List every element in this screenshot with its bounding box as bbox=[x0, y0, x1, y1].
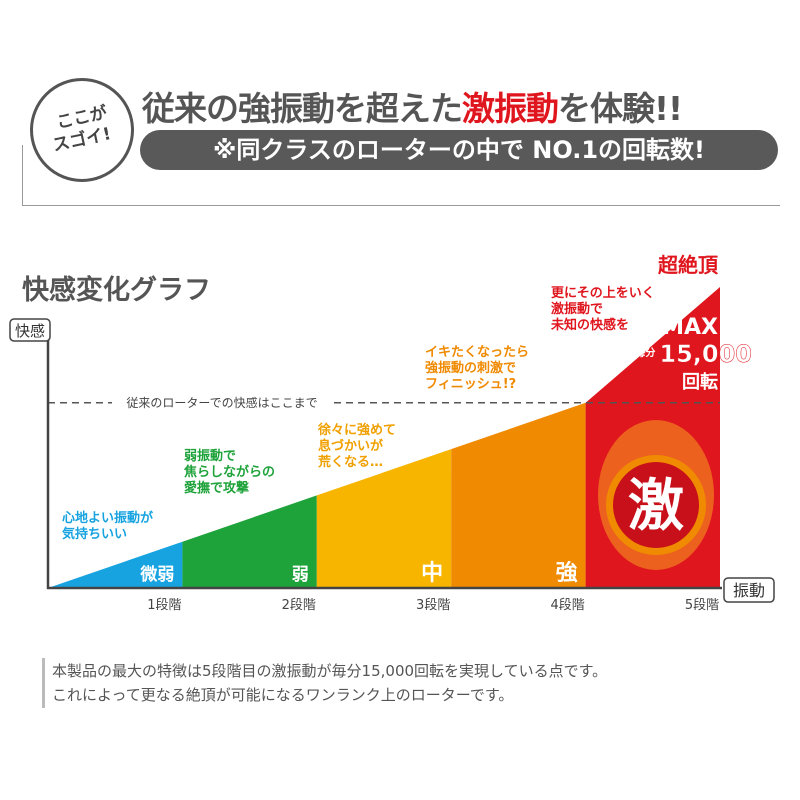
annotation-5: 未知の快感を bbox=[550, 317, 629, 333]
headline-part-1: 従来の強振動を超えた bbox=[142, 89, 463, 128]
stage-label-3: 中 bbox=[421, 561, 443, 586]
x-tick-label: 3段階 bbox=[416, 598, 450, 613]
x-axis-label-box bbox=[723, 577, 775, 603]
note-line-1: 本製品の最大の特徴は5段階目の激振動が毎分15,000回転を実現している点です。 bbox=[52, 662, 608, 680]
headline-part-2: を体験!! bbox=[558, 89, 683, 128]
note-line-2: これによって更なる絶頂が可能になるワンランク上のローターです。 bbox=[52, 686, 514, 704]
stage-label-1: 微弱 bbox=[139, 564, 174, 585]
annotation-3: 徐々に強めて bbox=[317, 422, 396, 438]
annotation-1: 心地よい振動が bbox=[62, 510, 153, 526]
frame-bottom-line bbox=[22, 205, 780, 206]
annotation-5: 激振動で bbox=[551, 301, 603, 317]
max-label: MAX bbox=[662, 315, 718, 340]
stage-area-4 bbox=[451, 402, 586, 588]
stage-area-1 bbox=[48, 541, 183, 588]
highlight-badge: ここが スゴイ! bbox=[30, 78, 134, 182]
annotation-2: 弱振動で bbox=[184, 448, 236, 464]
flame-core bbox=[613, 462, 699, 548]
headline: 従来の強振動を超えた激振動を体験!! bbox=[142, 82, 683, 130]
annotation-4: 強振動の刺激で bbox=[425, 360, 516, 376]
peak-label: 超絶頂 bbox=[657, 253, 719, 277]
stage-area-3 bbox=[316, 449, 452, 588]
x-tick-label: 1段階 bbox=[147, 598, 181, 613]
y-axis-label-box bbox=[9, 318, 51, 342]
stage-label-2: 弱 bbox=[292, 565, 309, 585]
max-per-label: 毎分 bbox=[635, 346, 655, 359]
x-axis-label: 振動 bbox=[733, 581, 765, 600]
stage-area-2 bbox=[182, 495, 317, 588]
y-axis-label: 快感 bbox=[15, 322, 45, 340]
annotation-3: 息づかいが bbox=[318, 438, 383, 454]
frame-left-line bbox=[22, 145, 23, 205]
subheadline-pill: ※同クラスのローターの中で NO.1の回転数! bbox=[140, 130, 778, 170]
x-tick-label: 5段階 bbox=[685, 598, 719, 613]
reference-line-label: 従来のローターでの快感はここまで bbox=[126, 395, 317, 410]
x-tick-label: 2段階 bbox=[282, 598, 316, 613]
annotation-5: 更にその上をいく bbox=[551, 286, 655, 301]
max-value: 15,000 bbox=[659, 340, 752, 368]
stage-label-5: 激 bbox=[628, 474, 684, 539]
headline-highlight: 激振動 bbox=[462, 89, 559, 128]
note-bar bbox=[42, 658, 45, 708]
chart-title: 快感変化グラフ bbox=[22, 275, 211, 306]
stage-label-4: 強 bbox=[556, 560, 578, 586]
annotation-4: フィニッシュ!? bbox=[425, 377, 516, 392]
x-tick-label: 4段階 bbox=[550, 598, 584, 613]
max-unit: 回転 bbox=[682, 371, 718, 393]
annotation-3: 荒くなる… bbox=[317, 454, 383, 470]
annotation-4: イキたくなったら bbox=[425, 345, 529, 360]
annotation-2: 焦らしながらの bbox=[183, 464, 275, 480]
annotation-1: 気持ちいい bbox=[62, 526, 127, 542]
annotation-2: 愛撫で攻撃 bbox=[184, 480, 249, 496]
